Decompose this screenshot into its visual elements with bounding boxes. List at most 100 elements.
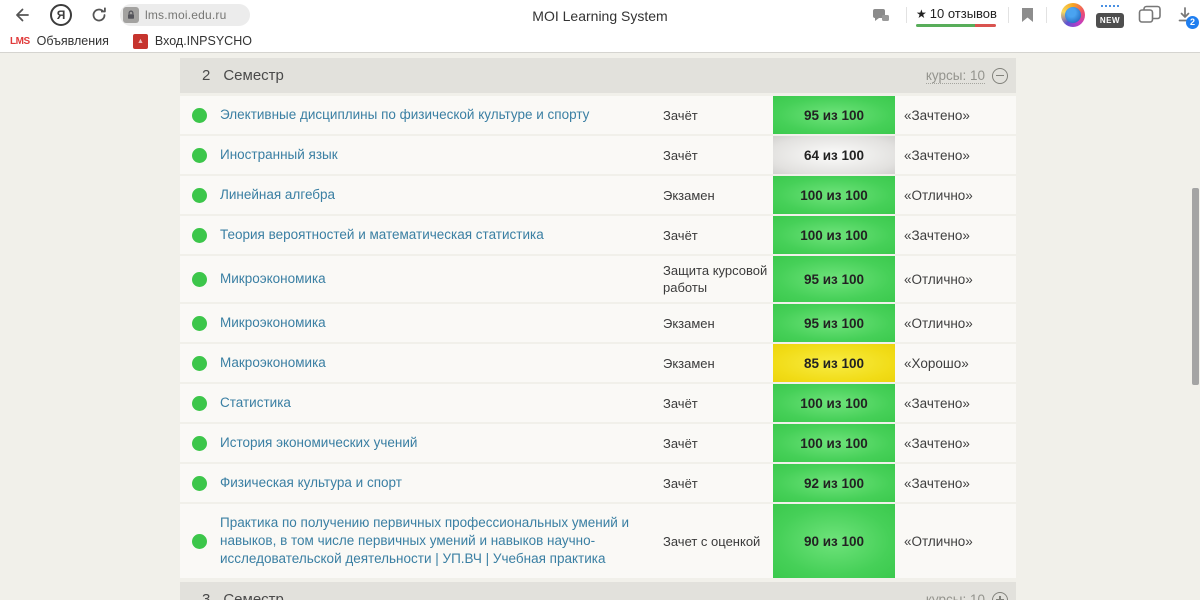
course-link[interactable]: Микроэкономика (220, 271, 326, 286)
score-badge-cell: 90 из 100 (773, 504, 895, 578)
course-row: Микроэкономика Защита курсовой работы 95… (180, 256, 1016, 302)
new-badge-label: NEW (1096, 13, 1124, 28)
yandex-button[interactable]: Я (50, 4, 72, 26)
status-dot (192, 533, 207, 549)
assessment-type: Экзамен (663, 355, 715, 371)
star-icon: ★ (916, 7, 927, 21)
course-link[interactable]: История экономических учений (220, 435, 418, 450)
score-badge-cell: 100 из 100 (773, 216, 895, 254)
score-badge: 100 из 100 (773, 424, 895, 462)
score-badge-cell: 85 из 100 (773, 344, 895, 382)
score-badge: 90 из 100 (773, 504, 895, 578)
collections-icon[interactable] (1138, 5, 1162, 30)
course-row: Статистика Зачёт 100 из 100 «Зачтено» (180, 384, 1016, 422)
score-badge: 100 из 100 (773, 216, 895, 254)
divider (1008, 7, 1009, 23)
score-badge: 100 из 100 (773, 384, 895, 422)
status-dot (192, 395, 207, 411)
grade-text: «Зачтено» (904, 475, 970, 491)
course-link[interactable]: Статистика (220, 395, 291, 410)
reviews-count: 10 отзывов (929, 6, 997, 21)
status-dot-cell (180, 216, 220, 254)
status-dot (192, 435, 207, 451)
status-dot (192, 187, 207, 203)
assessment-type: Зачёт (663, 475, 698, 491)
status-dot (192, 227, 207, 243)
bookmark-item-inpsycho[interactable]: ▲ Вход.INPSYCHO (132, 33, 252, 49)
bookmarks-bar: LMS Объявления ▲ Вход.INPSYCHO (0, 30, 1200, 52)
expand-semester-button[interactable] (992, 591, 1008, 600)
status-dot (192, 107, 207, 123)
course-row: Элективные дисциплины по физической куль… (180, 96, 1016, 134)
course-link[interactable]: Линейная алгебра (220, 187, 336, 202)
course-link[interactable]: Микроэкономика (220, 315, 326, 330)
page-content: 2 Семестр курсы: 10 Элективные дисциплин… (0, 53, 1200, 600)
url-text: lms.moi.edu.ru (145, 8, 227, 22)
status-dot-cell (180, 304, 220, 342)
collapse-semester-button[interactable] (992, 67, 1008, 84)
course-row: Физическая культура и спорт Зачёт 92 из … (180, 464, 1016, 502)
status-dot-cell (180, 176, 220, 214)
status-dot (192, 355, 207, 371)
course-link[interactable]: Элективные дисциплины по физической куль… (220, 107, 590, 122)
assessment-type: Зачёт (663, 227, 698, 243)
course-row: Теория вероятностей и математическая ста… (180, 216, 1016, 254)
course-link[interactable]: Иностранный язык (220, 147, 338, 162)
score-badge-cell: 95 из 100 (773, 256, 895, 302)
yandex-letter: Я (56, 8, 66, 22)
status-dot-cell (180, 96, 220, 134)
grade-text: «Отлично» (904, 187, 973, 203)
score-badge: 95 из 100 (773, 256, 895, 302)
semester-3-header: 3 Семестр курсы: 10 (180, 582, 1016, 600)
extension-logo-icon[interactable] (1061, 3, 1085, 27)
status-dot-cell (180, 504, 220, 578)
address-bar[interactable]: lms.moi.edu.ru (120, 4, 250, 26)
grade-text: «Зачтено» (904, 227, 970, 243)
status-dot (192, 271, 207, 287)
grade-text: «Отлично» (904, 271, 973, 287)
courses-count-link[interactable]: курсы: 10 (925, 67, 985, 84)
score-badge-cell: 100 из 100 (773, 176, 895, 214)
score-badge-cell: 100 из 100 (773, 424, 895, 462)
status-dot (192, 147, 207, 163)
assessment-type: Зачёт (663, 107, 698, 123)
grade-text: «Зачтено» (904, 435, 970, 451)
course-link[interactable]: Практика по получению первичных професси… (220, 515, 630, 566)
course-link[interactable]: Физическая культура и спорт (220, 475, 402, 490)
refresh-button[interactable] (88, 4, 110, 26)
status-dot (192, 475, 207, 491)
semester-number: 2 (202, 67, 211, 84)
score-badge: 92 из 100 (773, 464, 895, 502)
grade-text: «Зачтено» (904, 107, 970, 123)
downloads-count-badge: 2 (1186, 16, 1199, 29)
course-link[interactable]: Теория вероятностей и математическая ста… (220, 227, 544, 242)
reviews-widget[interactable]: ★ 10 отзывов (916, 6, 997, 21)
refresh-icon (92, 7, 106, 22)
status-dot-cell (180, 256, 220, 302)
bookmark-icon[interactable] (1022, 8, 1033, 22)
scrollbar-thumb[interactable] (1192, 188, 1199, 385)
back-arrow-icon (16, 8, 29, 22)
site-feedback-icon[interactable] (872, 8, 891, 29)
course-row: История экономических учений Зачёт 100 и… (180, 424, 1016, 462)
bookmark-item-announcements[interactable]: LMS Объявления (10, 34, 109, 48)
score-badge-cell: 64 из 100 (773, 136, 895, 174)
assessment-type: Экзамен (663, 187, 715, 203)
reviews-rating-bar (916, 24, 996, 27)
score-badge: 95 из 100 (773, 304, 895, 342)
status-dot-cell (180, 384, 220, 422)
score-badge-cell: 100 из 100 (773, 384, 895, 422)
status-dot (192, 315, 207, 331)
back-button[interactable] (10, 4, 32, 26)
assessment-type: Зачёт (663, 147, 698, 163)
new-tab-effects-icon[interactable]: NEW (1096, 4, 1124, 28)
courses-count-link[interactable]: курсы: 10 (926, 592, 985, 600)
assessment-type: Зачет с оценкой (663, 533, 761, 549)
lms-favicon: LMS (10, 35, 30, 47)
grade-text: «Отлично» (904, 533, 973, 549)
lock-icon[interactable] (123, 7, 139, 23)
assessment-type: Зачёт (663, 395, 698, 411)
score-badge-cell: 92 из 100 (773, 464, 895, 502)
semester-label: Семестр (223, 591, 284, 600)
course-link[interactable]: Макроэкономика (220, 355, 326, 370)
